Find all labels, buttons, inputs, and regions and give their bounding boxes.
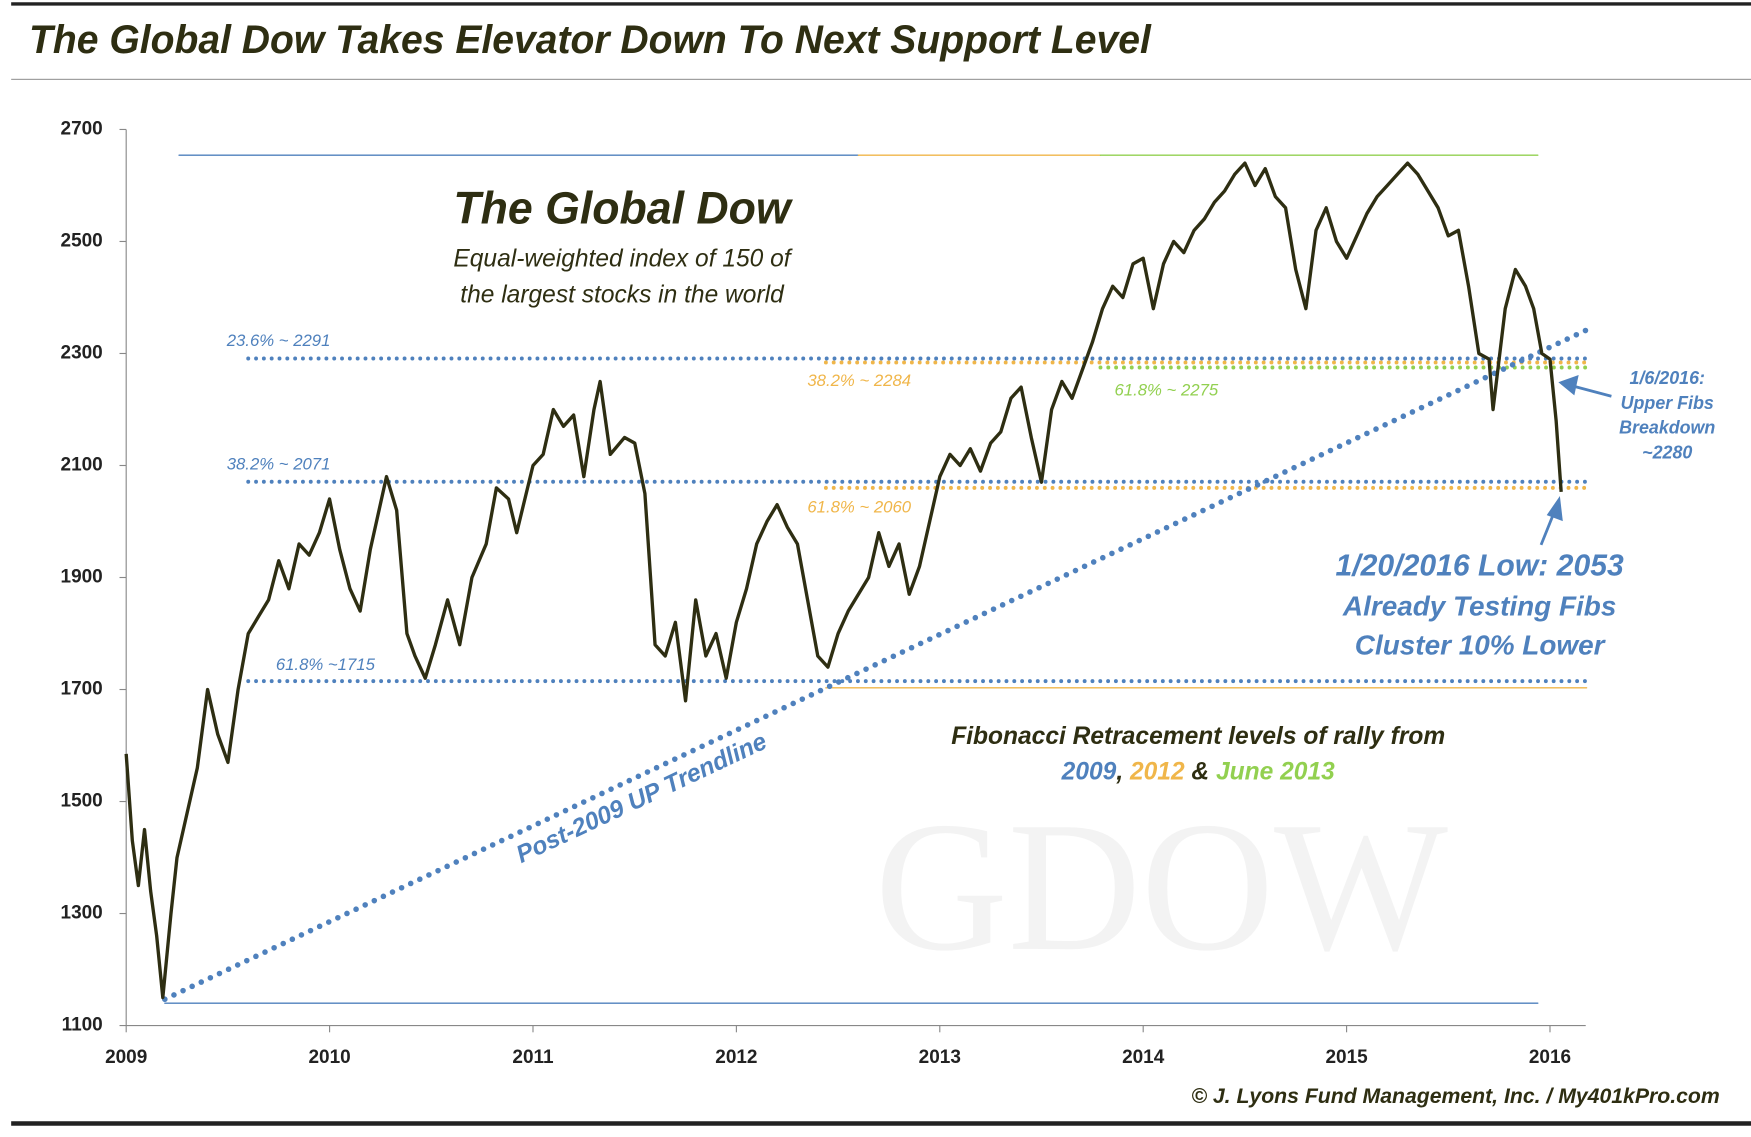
trendline-label: Post-2009 UP Trendline [512,728,771,869]
annotation: the largest stocks in the world [460,282,785,309]
annotation: Fibonacci Retracement levels of rally fr… [951,723,1445,750]
y-tick-label: 1700 [61,679,103,700]
y-tick-label: 2700 [61,118,103,139]
price-line [124,161,1563,1000]
x-tick-label: 2015 [1325,1047,1368,1068]
bottom-rule [11,1121,1751,1126]
fib-note-part: 2009 [1061,758,1117,785]
fib-label: 61.8% ~ 2060 [807,498,911,517]
annotation: Already Testing Fibs [1342,590,1616,621]
annotation: Breakdown [1619,418,1715,438]
fib-label: 61.8% ~ 2275 [1114,381,1218,400]
y-tick-label: 1300 [61,903,103,924]
watermark: GDOW [875,784,1448,990]
fib-note: 2009, 2012 & June 2013 [1061,758,1335,785]
trendline [162,327,1590,1003]
y-tick-label: 2100 [61,454,103,475]
y-tick-label: 1100 [62,1015,103,1036]
x-tick-label: 2012 [715,1047,757,1068]
annotation: 1/20/2016 Low: 2053 [1336,549,1624,582]
fib-label: 23.6% ~ 2291 [226,331,331,350]
arrowhead [1558,374,1579,396]
annotation: Upper Fibs [1621,393,1714,413]
fib-label: 61.8% ~1715 [276,655,376,674]
y-tick-label: 1500 [61,791,103,812]
x-tick-label: 2014 [1122,1047,1165,1068]
y-tick-label: 2300 [61,342,103,363]
annotation: Equal-weighted index of 150 of [453,246,792,273]
fib-note-part: , [1115,758,1130,785]
annotation: ~2280 [1642,442,1692,462]
annotation: Cluster 10% Lower [1355,630,1607,661]
fib-note-part: & [1185,758,1216,785]
fib-note-part: June 2013 [1216,758,1335,785]
y-tick-label: 2500 [61,230,103,251]
y-tick-label: 1900 [61,566,103,587]
x-tick-label: 2010 [308,1047,350,1068]
arrowhead [1546,495,1563,522]
fib-label: 38.2% ~ 2284 [807,371,911,390]
x-tick-label: 2016 [1529,1047,1571,1068]
chart-title: The Global Dow Takes Elevator Down To Ne… [29,18,1152,62]
arrows [1539,374,1612,546]
x-tick-label: 2013 [919,1047,961,1068]
fib-label: 38.2% ~ 2071 [227,454,331,473]
annotation: The Global Dow [453,182,793,233]
credit: © J. Lyons Fund Management, Inc. / My401… [1191,1084,1719,1108]
fib-note-part: 2012 [1129,758,1185,785]
top-rule [11,2,1751,6]
title-rule [11,78,1751,80]
annotation: 1/6/2016: [1630,368,1705,388]
x-tick-label: 2011 [512,1047,554,1068]
x-tick-label: 2009 [105,1047,147,1068]
